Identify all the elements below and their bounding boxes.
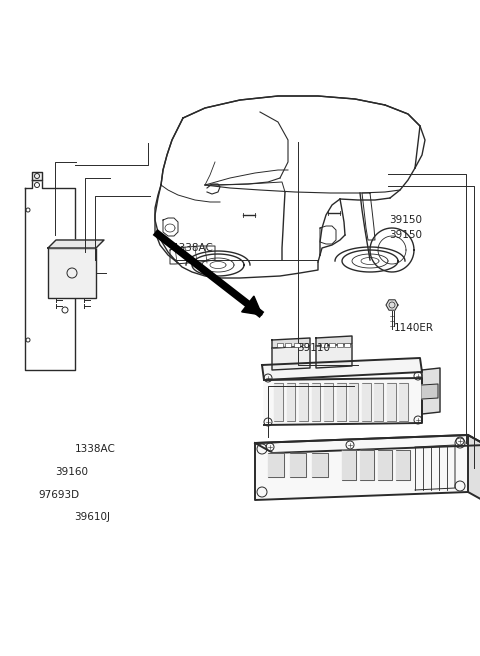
Polygon shape (396, 450, 410, 480)
FancyBboxPatch shape (344, 343, 350, 347)
Polygon shape (378, 450, 392, 480)
Polygon shape (360, 450, 374, 480)
FancyBboxPatch shape (336, 343, 343, 347)
Polygon shape (349, 383, 358, 421)
Polygon shape (468, 435, 480, 502)
Polygon shape (290, 453, 306, 477)
FancyBboxPatch shape (277, 343, 283, 347)
Polygon shape (316, 344, 352, 368)
Polygon shape (387, 383, 396, 421)
Polygon shape (264, 378, 422, 425)
Polygon shape (337, 383, 346, 421)
FancyBboxPatch shape (285, 343, 291, 347)
Polygon shape (299, 383, 308, 421)
Polygon shape (422, 368, 440, 414)
FancyBboxPatch shape (329, 343, 335, 347)
Polygon shape (255, 435, 480, 453)
FancyBboxPatch shape (302, 343, 308, 347)
Polygon shape (316, 336, 352, 346)
Polygon shape (312, 383, 321, 421)
Polygon shape (262, 358, 422, 380)
Polygon shape (287, 383, 295, 421)
Text: 97693D: 97693D (38, 490, 80, 501)
Text: 1338AC: 1338AC (74, 444, 115, 455)
Polygon shape (272, 338, 310, 348)
Text: 39160: 39160 (55, 467, 88, 478)
Polygon shape (25, 180, 75, 370)
Polygon shape (422, 384, 438, 399)
Polygon shape (268, 453, 284, 477)
Polygon shape (386, 300, 398, 310)
Text: 39150: 39150 (389, 230, 422, 240)
Polygon shape (362, 383, 371, 421)
Text: 39150: 39150 (389, 215, 422, 226)
Text: 1338AC: 1338AC (173, 243, 214, 253)
Polygon shape (32, 172, 42, 180)
Polygon shape (272, 346, 310, 370)
Text: 39110: 39110 (298, 342, 331, 353)
FancyBboxPatch shape (321, 343, 327, 347)
FancyBboxPatch shape (48, 248, 96, 298)
Polygon shape (324, 383, 333, 421)
Polygon shape (342, 450, 356, 480)
Text: 1140ER: 1140ER (394, 323, 433, 333)
Polygon shape (274, 383, 283, 421)
Text: 39610J: 39610J (74, 512, 110, 522)
Polygon shape (399, 383, 408, 421)
Polygon shape (241, 296, 262, 315)
FancyBboxPatch shape (293, 343, 300, 347)
Polygon shape (48, 240, 104, 248)
Polygon shape (312, 453, 328, 477)
Polygon shape (255, 435, 468, 500)
Polygon shape (374, 383, 383, 421)
